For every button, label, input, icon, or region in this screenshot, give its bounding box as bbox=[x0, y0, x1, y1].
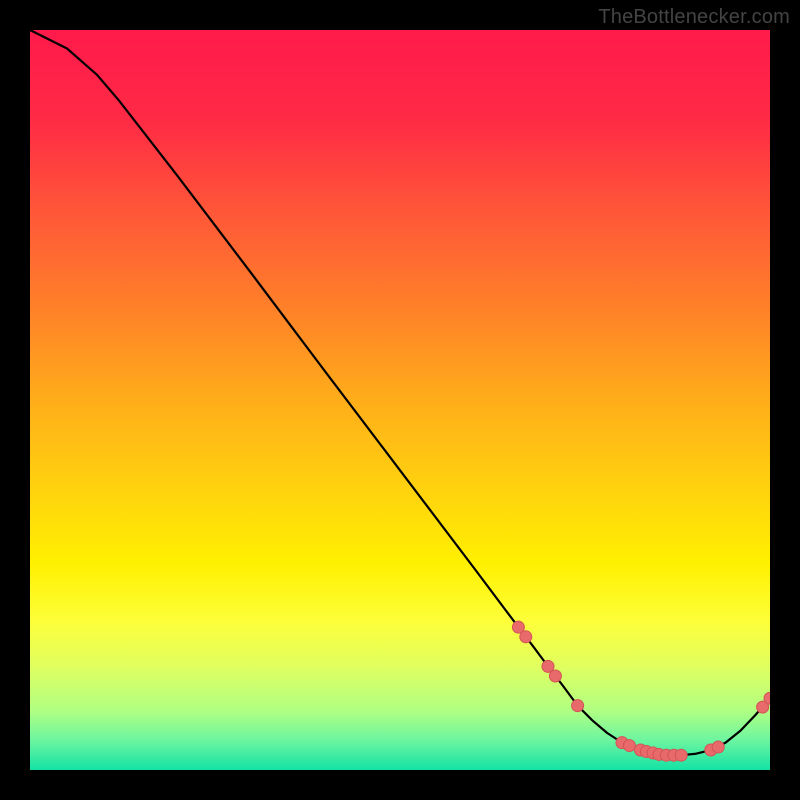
data-marker bbox=[572, 700, 584, 712]
gradient-background bbox=[30, 30, 770, 770]
data-marker bbox=[623, 740, 635, 752]
data-marker bbox=[675, 749, 687, 761]
gradient-chart bbox=[30, 30, 770, 770]
data-marker bbox=[712, 741, 724, 753]
chart-frame: TheBottlenecker.com bbox=[0, 0, 800, 800]
data-marker bbox=[520, 631, 532, 643]
watermark-text: TheBottlenecker.com bbox=[598, 6, 790, 29]
data-marker bbox=[549, 670, 561, 682]
